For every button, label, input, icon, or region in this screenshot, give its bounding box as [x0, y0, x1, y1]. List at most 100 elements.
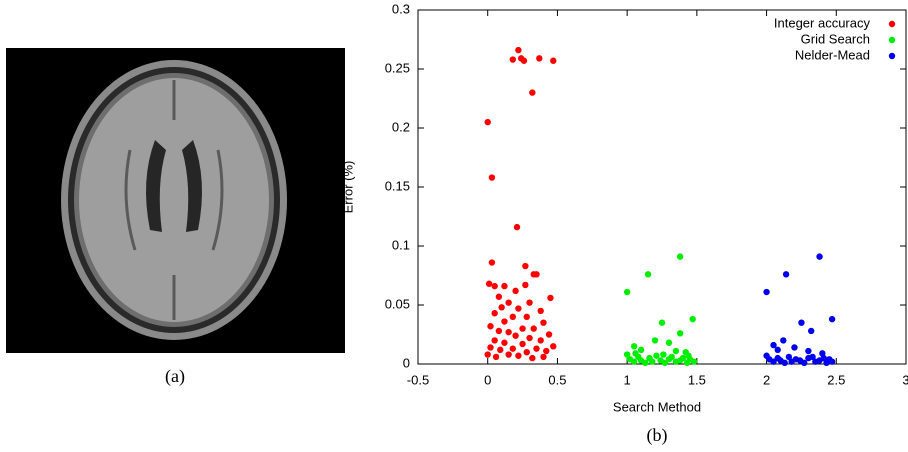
point	[540, 354, 546, 360]
point	[519, 325, 525, 331]
point	[489, 259, 495, 265]
x-tick-label: 1.5	[688, 372, 706, 387]
point	[805, 348, 811, 354]
point	[493, 354, 499, 360]
point	[519, 341, 525, 347]
x-tick-label: 0.5	[548, 372, 566, 387]
point	[515, 305, 521, 311]
legend-marker	[889, 53, 895, 59]
legend-label: Grid Search	[801, 31, 870, 46]
point	[659, 320, 665, 326]
point	[632, 350, 638, 356]
x-tick-label: 2.5	[827, 372, 845, 387]
point	[829, 316, 835, 322]
x-tick-label: 0	[484, 372, 491, 387]
point	[550, 343, 556, 349]
point	[522, 263, 528, 269]
point	[505, 299, 511, 305]
point	[533, 271, 539, 277]
point	[524, 314, 530, 320]
point	[624, 289, 630, 295]
point	[491, 310, 497, 316]
point	[763, 289, 769, 295]
point	[487, 323, 493, 329]
point	[547, 295, 553, 301]
point	[526, 335, 532, 341]
point	[546, 331, 552, 337]
y-tick-label: 0.15	[385, 178, 410, 193]
point	[808, 328, 814, 334]
point	[491, 337, 497, 343]
legend-marker	[889, 21, 895, 27]
point	[543, 348, 549, 354]
point	[510, 314, 516, 320]
point	[505, 351, 511, 357]
point	[496, 294, 502, 300]
page: (a) (b) Search Method Error (%) -0.5 0 0.5…	[0, 0, 908, 452]
point	[489, 174, 495, 180]
figure: (a) (b) Search Method Error (%) -0.5 0 0.5…	[0, 0, 908, 452]
point	[829, 358, 835, 364]
legend-label: Integer accuracy	[774, 15, 871, 30]
point	[498, 304, 504, 310]
point	[521, 58, 527, 64]
point	[537, 337, 543, 343]
x-tick-label: 3	[902, 372, 908, 387]
legend-label: Nelder-Mead	[795, 47, 870, 62]
point	[522, 282, 528, 288]
point	[501, 340, 507, 346]
point	[515, 47, 521, 53]
point	[645, 271, 651, 277]
x-tick-label: 2	[763, 372, 770, 387]
point	[783, 271, 789, 277]
point	[505, 329, 511, 335]
point	[798, 320, 804, 326]
point	[550, 58, 556, 64]
point	[677, 253, 683, 259]
point	[780, 337, 786, 343]
y-tick-label: 0.2	[392, 119, 410, 134]
point	[512, 288, 518, 294]
point	[537, 308, 543, 314]
y-tick-label: 0.1	[392, 237, 410, 252]
point	[510, 56, 516, 62]
point	[496, 328, 502, 334]
y-tick-label: 0.25	[385, 60, 410, 75]
point	[673, 348, 679, 354]
point	[533, 345, 539, 351]
point	[512, 332, 518, 338]
point	[486, 281, 492, 287]
y-tick-label: 0.3	[392, 1, 410, 16]
caption: (b)	[647, 425, 668, 446]
point	[691, 358, 697, 364]
point	[487, 344, 493, 350]
point	[531, 325, 537, 331]
point	[510, 345, 516, 351]
mri-image	[6, 48, 345, 353]
point	[497, 347, 503, 353]
point	[689, 316, 695, 322]
y-axis-label: Error (%)	[340, 161, 355, 214]
point	[501, 283, 507, 289]
point	[501, 318, 507, 324]
caption: (a)	[165, 366, 185, 387]
point	[816, 253, 822, 259]
legend-marker	[889, 37, 895, 43]
x-tick-label: -0.5	[407, 372, 429, 387]
x-axis-label: Search Method	[613, 399, 701, 414]
point	[536, 55, 542, 61]
point	[685, 353, 691, 359]
point	[529, 89, 535, 95]
y-tick-label: 0	[403, 355, 410, 370]
point	[666, 340, 672, 346]
plot-frame	[418, 10, 906, 364]
point	[649, 358, 655, 364]
point	[485, 351, 491, 357]
point	[791, 344, 797, 350]
point	[540, 320, 546, 326]
point	[677, 330, 683, 336]
point	[781, 360, 787, 366]
point	[660, 351, 666, 357]
point	[524, 349, 530, 355]
point	[652, 337, 658, 343]
